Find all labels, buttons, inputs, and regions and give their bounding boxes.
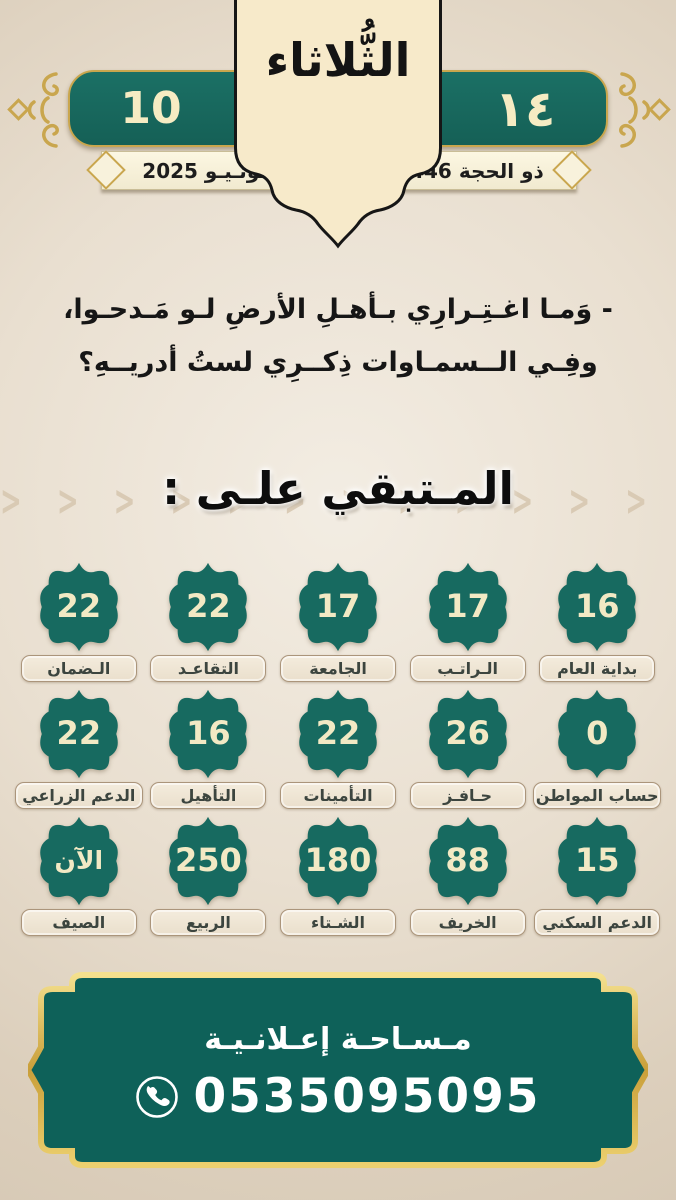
countdown-label: الـضمان: [20, 655, 137, 682]
countdown-label: حـافـز: [409, 782, 526, 809]
arabesque-medallion-icon: [169, 562, 248, 652]
countdown-value: 16: [186, 714, 231, 752]
countdown-item: 22 التقاعـد: [144, 562, 274, 682]
quote-line-2: وفِـي الــسمـاوات ذِكــرِي لستُ أدريــهِ…: [78, 346, 598, 378]
countdown-medallion: 26: [424, 689, 512, 779]
arabesque-medallion-icon: [558, 816, 636, 906]
countdown-section-title: المـتبقي علـى :: [162, 462, 514, 515]
right-flourish-ornament: [619, 72, 671, 148]
countdown-label: التأهيل: [150, 782, 267, 809]
countdown-medallion: 88: [424, 816, 512, 906]
arabesque-medallion-icon: [428, 816, 507, 906]
countdown-label: الـراتـب: [409, 655, 526, 682]
countdown-item: الآن الصيف: [14, 816, 144, 936]
weekday-panel: الثُّلاثاء: [234, 0, 442, 250]
chevron-pattern: > > > > > > > > > > > > > > > > > > > > …: [0, 478, 676, 526]
countdown-medallion: 0: [553, 689, 641, 779]
countdown-item: 16 بداية العام: [532, 562, 662, 682]
countdown-medallion: 17: [424, 562, 512, 652]
countdown-value: 17: [315, 587, 361, 625]
arabesque-medallion-icon: [40, 562, 118, 652]
countdown-medallion: 22: [164, 562, 252, 652]
countdown-medallion: الآن: [35, 816, 123, 906]
countdown-label: الربيع: [150, 909, 267, 936]
countdown-medallion: 180: [294, 816, 382, 906]
countdown-value: 22: [56, 587, 102, 625]
countdown-item: 180 الشـتاء: [273, 816, 403, 936]
quote-line-1: - وَمـا اغـتِـرارِي بـأهـلِ الأرضِ لـو م…: [63, 294, 613, 325]
arabesque-medallion-icon: [558, 689, 636, 779]
countdown-item: 250 الربيع: [144, 816, 274, 936]
countdown-label: الدعم الزراعي: [14, 782, 143, 809]
arabesque-medallion-icon: [428, 562, 507, 652]
countdown-grid: 16 بداية العام 17 الـراتـب 17 الجامعة 22: [14, 562, 662, 936]
countdown-value: 22: [315, 714, 361, 752]
countdown-value: 22: [56, 714, 102, 752]
countdown-item: 26 حـافـز: [403, 689, 533, 809]
countdown-value: 250: [175, 841, 242, 879]
countdown-medallion: 22: [294, 689, 382, 779]
arabesque-medallion-icon: [40, 816, 118, 906]
countdown-item: 22 الدعم الزراعي: [14, 689, 144, 809]
countdown-item: 17 الجامعة: [273, 562, 403, 682]
countdown-label: الدعم السكني: [534, 909, 660, 936]
countdown-medallion: 250: [164, 816, 252, 906]
arabesque-medallion-icon: [169, 816, 248, 906]
arabesque-medallion-icon: [428, 689, 507, 779]
ad-box: مـسـاحـة إعـلانـيـة 0535095095: [24, 972, 652, 1168]
countdown-label: الجامعة: [280, 655, 397, 682]
countdown-medallion: 22: [35, 689, 123, 779]
countdown-item: 0 حساب المواطن: [532, 689, 662, 809]
countdown-medallion: 16: [164, 689, 252, 779]
countdown-value: 15: [574, 841, 620, 879]
countdown-value: 17: [445, 587, 490, 625]
countdown-item: 16 التأهيل: [144, 689, 274, 809]
ad-phone-row: 0535095095: [135, 1073, 540, 1120]
arabesque-medallion-icon: [299, 816, 377, 906]
countdown-item: 17 الـراتـب: [403, 562, 533, 682]
countdown-medallion: 16: [553, 562, 641, 652]
daily-quote: - وَمـا اغـتِـرارِي بـأهـلِ الأرضِ لـو م…: [40, 284, 636, 389]
countdown-label: حساب المواطن: [533, 782, 662, 809]
countdown-label: بداية العام: [539, 655, 656, 682]
countdown-label: التأمينات: [280, 782, 397, 809]
countdown-medallion: 22: [35, 562, 123, 652]
arabesque-medallion-icon: [558, 562, 636, 652]
ad-space-label: مـسـاحـة إعـلانـيـة: [204, 1022, 472, 1057]
countdown-medallion: 15: [553, 816, 641, 906]
hijri-day-number: ١٤: [494, 79, 556, 138]
arabesque-medallion-icon: [169, 689, 248, 779]
countdown-item: 88 الخريف: [403, 816, 533, 936]
ad-phone-number: 0535095095: [193, 1069, 541, 1124]
countdown-value: 16: [574, 587, 620, 625]
countdown-value: 180: [304, 841, 372, 879]
arabesque-medallion-icon: [299, 689, 377, 779]
countdown-label: الخريف: [409, 909, 526, 936]
countdown-value: 26: [445, 714, 490, 752]
countdown-label: الشـتاء: [280, 909, 397, 936]
left-flourish-ornament: [7, 72, 59, 148]
arabesque-medallion-icon: [299, 562, 377, 652]
phone-icon: [136, 1075, 179, 1118]
weekday-name: الثُّلاثاء: [265, 33, 411, 87]
countdown-value: 0: [586, 714, 609, 752]
countdown-value: 88: [445, 841, 490, 879]
countdown-item: 22 التأمينات: [273, 689, 403, 809]
countdown-label: الصيف: [20, 909, 137, 936]
countdown-value: الآن: [54, 845, 104, 875]
arabesque-medallion-icon: [40, 689, 118, 779]
countdown-medallion: 17: [294, 562, 382, 652]
countdown-value: 22: [186, 587, 231, 625]
countdown-item: 15 الدعم السكني: [532, 816, 662, 936]
gregorian-day-number: 10: [120, 83, 182, 134]
countdown-label: التقاعـد: [150, 655, 267, 682]
countdown-item: 22 الـضمان: [14, 562, 144, 682]
